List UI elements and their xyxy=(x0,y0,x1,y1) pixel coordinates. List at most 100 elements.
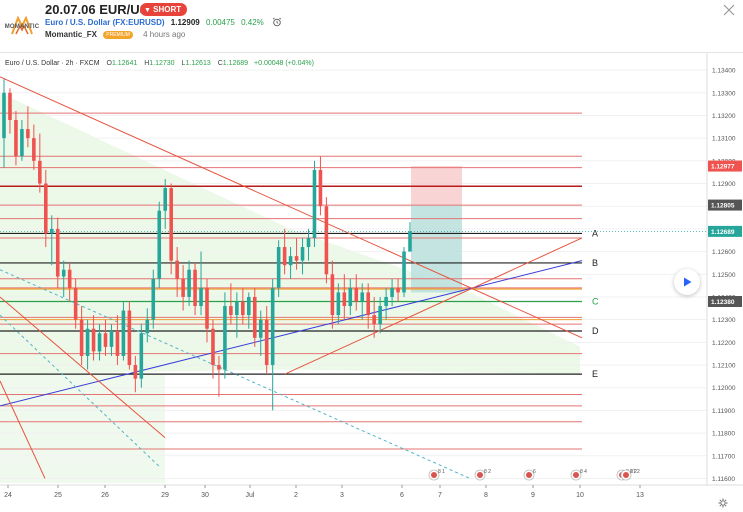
candle-body xyxy=(151,278,156,320)
time-tick-label: 24 xyxy=(4,492,12,499)
candle-body xyxy=(133,365,138,379)
candle-body xyxy=(336,292,341,316)
economic-event-flag[interactable]: 6 xyxy=(523,469,536,481)
candle-body xyxy=(402,251,406,293)
price-chart[interactable]: ABCDE1.134001.133001.132001.131001.13000… xyxy=(0,53,743,512)
short-badge-label: SHORT xyxy=(153,5,182,14)
candle-body xyxy=(38,160,42,184)
price-tick-label: 1.12600 xyxy=(712,249,736,256)
price-tick-label: 1.12000 xyxy=(712,385,736,392)
candle-body xyxy=(187,269,191,297)
candle-body xyxy=(348,287,353,307)
economic-event-flag[interactable]: 8 4 xyxy=(570,469,587,481)
candle-body xyxy=(91,328,96,352)
candle-body xyxy=(139,333,144,379)
chart-area[interactable]: ABCDE1.134001.133001.132001.131001.13000… xyxy=(0,52,743,512)
symbol-change: 0.00475 xyxy=(205,18,235,27)
high-value: 1.12730 xyxy=(149,60,175,67)
candle-body xyxy=(175,260,179,279)
author-row: Momantic_FX PREMIUM 4 hours ago xyxy=(45,30,185,39)
price-tick-label: 1.11800 xyxy=(712,431,735,438)
legend-high: H1.12730 xyxy=(144,60,174,67)
candle-body xyxy=(294,256,299,261)
symbol-link[interactable]: Euro / U.S. Dollar (FX:EURUSD) xyxy=(45,18,165,27)
level-label-d: D xyxy=(592,326,599,336)
candle-body xyxy=(61,269,66,277)
economic-event-flag[interactable]: 8 1 xyxy=(428,469,445,481)
price-tick-label: 1.12500 xyxy=(712,272,736,279)
price-tick-label: 1.13300 xyxy=(712,90,736,97)
candle-body xyxy=(390,287,394,297)
candle-body xyxy=(384,296,388,307)
legend-open: O1.12641 xyxy=(106,60,137,67)
alarm-clock-icon[interactable] xyxy=(272,17,282,27)
candle-body xyxy=(169,188,173,261)
candle-body xyxy=(103,333,108,347)
time-tick-label: 25 xyxy=(54,492,62,499)
flag-dot xyxy=(623,472,629,478)
candle-body xyxy=(2,92,6,139)
price-tick-label: 1.13200 xyxy=(712,113,736,120)
candle-body xyxy=(276,247,281,288)
candle-body xyxy=(408,231,412,252)
candle-body xyxy=(121,310,126,356)
short-badge: ▼ SHORT xyxy=(140,3,188,16)
momantic-logo xyxy=(11,15,33,35)
ascending-trendline xyxy=(0,260,583,407)
play-button[interactable] xyxy=(674,269,700,295)
candle-body xyxy=(288,256,293,266)
candle-body xyxy=(79,319,84,356)
time-tick-label: 13 xyxy=(636,492,644,499)
time-tick-label: 9 xyxy=(531,492,535,499)
flag-count: 8 2 xyxy=(484,469,491,475)
candle-body xyxy=(300,247,305,261)
candle-body xyxy=(8,92,12,120)
candle-body xyxy=(163,188,167,211)
open-label: O xyxy=(106,60,112,67)
legend-low: L1.12613 xyxy=(182,60,211,67)
lower-fill xyxy=(0,374,165,483)
flag-count: 8 1 xyxy=(438,469,445,475)
candle-body xyxy=(252,296,257,338)
economic-event-flag[interactable]: 8 22 xyxy=(620,469,640,481)
price-label-text: 1.12689 xyxy=(711,229,735,236)
candle-body xyxy=(205,287,209,329)
rising-support-line xyxy=(284,237,583,375)
candle-body xyxy=(223,306,227,370)
flag-dot xyxy=(573,472,579,478)
candle-body xyxy=(109,330,114,347)
time-tick-label: 10 xyxy=(576,492,584,499)
candle-body xyxy=(97,333,102,352)
candle-body xyxy=(115,330,120,356)
idea-header: MOMANTIC 20.07.06 EUR/USD ▼ SHORT Euro /… xyxy=(0,0,743,50)
flag-count: 8 27 xyxy=(626,469,636,475)
price-tick-label: 1.13100 xyxy=(712,136,736,143)
symbol-change-pct: 0.42% xyxy=(241,18,264,27)
arrow-down-icon: ▼ xyxy=(144,7,151,14)
time-tick-label: 2 xyxy=(294,492,298,499)
price-label-box xyxy=(708,199,742,211)
symbol-price: 1.12909 xyxy=(170,18,200,27)
gear-icon[interactable] xyxy=(718,498,728,508)
target-zone xyxy=(411,205,462,293)
low-label: L xyxy=(181,60,186,67)
candle-body xyxy=(44,183,48,234)
flag-dot xyxy=(477,472,483,478)
candle-body xyxy=(55,228,60,277)
flag-count: 8 22 xyxy=(630,469,640,475)
time-tick-label: 29 xyxy=(161,492,169,499)
author-name[interactable]: Momantic_FX xyxy=(45,30,98,39)
price-tick-label: 1.11700 xyxy=(712,453,735,460)
candle-body xyxy=(229,306,233,316)
economic-event-flag[interactable]: 8 2 xyxy=(474,469,491,481)
time-tick-label: 3 xyxy=(340,492,344,499)
close-icon[interactable] xyxy=(721,2,737,18)
time-tick-label: 8 xyxy=(484,492,488,499)
legend-title: Euro / U.S. Dollar · 2h · FXCM xyxy=(5,60,100,67)
candle-body xyxy=(32,138,36,161)
legend-close: C1.12689 xyxy=(218,60,248,67)
candle-body xyxy=(67,269,72,288)
chart-legend: Euro / U.S. Dollar · 2h · FXCM O1.12641 … xyxy=(5,60,316,67)
price-label-box xyxy=(708,225,742,237)
candle-body xyxy=(324,206,329,275)
